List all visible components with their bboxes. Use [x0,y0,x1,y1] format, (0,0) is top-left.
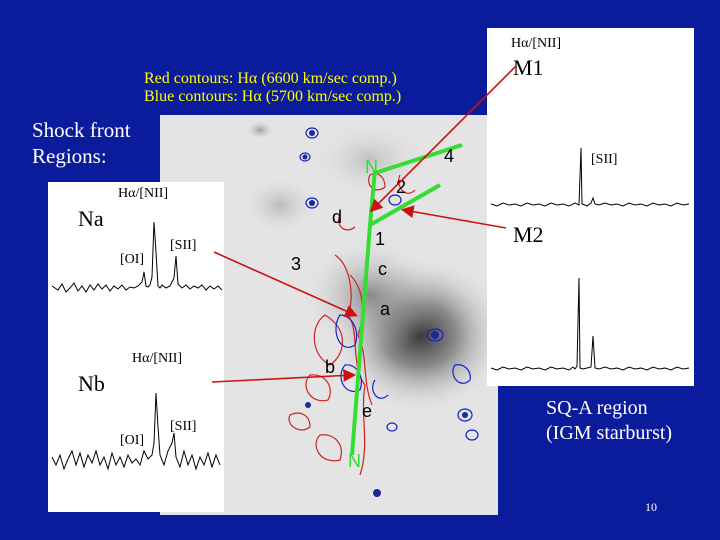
label-n-top: N [365,157,378,177]
spectrum-nb-plot [51,392,221,471]
label-c: c [378,259,387,279]
spectrum-na-panel: Hα/[NII] Na [SII] [OI] [48,182,224,347]
compact-sources [302,130,468,497]
spectrum-na-line-oi: [OI] [120,252,145,267]
label-4: 4 [444,146,454,166]
spectrum-m2-plot [490,277,690,371]
spectrum-na-line-sii: [SII] [170,238,197,253]
label-b: b [325,357,335,377]
label-3: 3 [291,254,301,274]
sq-a-line1: SQ-A region [546,397,648,419]
slit-segment-bottom [350,224,372,456]
spectrum-nb-panel: Hα/[NII] Nb [SII] [OI] [48,347,224,512]
spectrum-m1-line-sii: [SII] [591,152,618,167]
shock-front-line1: Shock front [32,118,131,142]
label-1: 1 [375,229,385,249]
spectrum-na-line-halpha: Hα/[NII] [118,186,169,201]
label-2: 2 [396,177,406,197]
slide-number: 10 [645,500,657,514]
caption-blue-contours: Blue contours: Hα (5700 km/sec comp.) [144,88,402,105]
caption-red-contours: Red contours: Hα (6600 km/sec comp.) [144,70,397,87]
sq-a-line2: (IGM starburst) [546,422,673,444]
spectrum-m2-trace [490,277,690,371]
label-a: a [380,299,391,319]
spectrum-nb-line-halpha: Hα/[NII] [132,351,183,366]
label-e: e [362,401,372,421]
spectrum-m1-plot [490,147,690,207]
spectrum-m1-panel: Hα/[NII] M1 [SII] [487,28,694,218]
spectrum-nb-trace [51,392,221,471]
shock-front-title: Shock front Regions: [32,117,131,169]
spectrum-m1-line-halpha: Hα/[NII] [511,36,562,51]
spectrum-nb-line-sii: [SII] [170,419,197,434]
spectrum-na-label: Na [78,206,104,231]
spectrum-nb-line-oi: [OI] [120,433,145,448]
spectrum-m2-label: M2 [513,222,544,247]
shock-front-line2: Regions: [32,144,107,168]
sq-a-caption: SQ-A region (IGM starburst) [546,396,672,446]
label-n-bottom: N [348,451,361,471]
spectrum-m2-panel: M2 [487,218,694,386]
spectrum-na-trace [51,221,223,293]
spectrum-m1-trace [490,147,690,207]
blue-contours [299,127,479,441]
label-d: d [332,207,342,227]
spectrum-nb-label: Nb [78,371,105,396]
spectrum-m1-label: M1 [513,55,544,80]
spectrum-na-plot [51,221,223,293]
